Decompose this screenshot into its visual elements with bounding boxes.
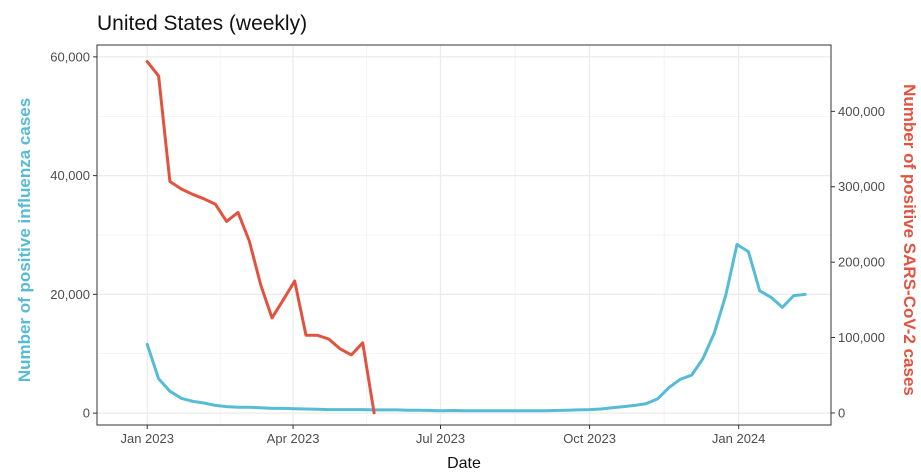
gridlines xyxy=(97,45,831,425)
x-tick-label: Jan 2024 xyxy=(712,431,766,446)
y-right-tick-label: 200,000 xyxy=(838,255,885,270)
y-left-tick-label: 0 xyxy=(83,406,90,421)
y-axis-left-label: Number of positive influenza cases xyxy=(15,98,34,382)
y-left-tick-label: 40,000 xyxy=(50,168,90,183)
y-right-tick-label: 300,000 xyxy=(838,179,885,194)
y-right-tick-label: 0 xyxy=(838,405,845,420)
x-tick-label: Apr 2023 xyxy=(267,431,320,446)
chart-title: United States (weekly) xyxy=(97,12,307,35)
x-tick-label: Oct 2023 xyxy=(563,431,616,446)
x-tick-label: Jan 2023 xyxy=(120,431,174,446)
influenza-line xyxy=(145,243,807,413)
y-axis-right-label: Number of positive SARS-CoV-2 cases xyxy=(900,84,919,396)
data-lines xyxy=(145,60,807,415)
x-axis-label: Date xyxy=(447,455,481,472)
plot-border xyxy=(96,44,832,426)
x-tick-label: Jul 2023 xyxy=(416,431,465,446)
y-axis-right: 0 100,000 200,000 300,000 400,000 xyxy=(831,104,885,420)
x-axis: Jan 2023 Apr 2023 Jul 2023 Oct 2023 Jan 2024 xyxy=(120,425,765,446)
y-right-tick-label: 100,000 xyxy=(838,330,885,345)
y-left-tick-label: 20,000 xyxy=(50,287,90,302)
y-axis-left: 0 20,000 40,000 60,000 xyxy=(50,49,97,421)
y-right-tick-label: 400,000 xyxy=(838,104,885,119)
y-left-tick-label: 60,000 xyxy=(50,49,90,64)
sars-cov-2-line xyxy=(145,60,376,415)
